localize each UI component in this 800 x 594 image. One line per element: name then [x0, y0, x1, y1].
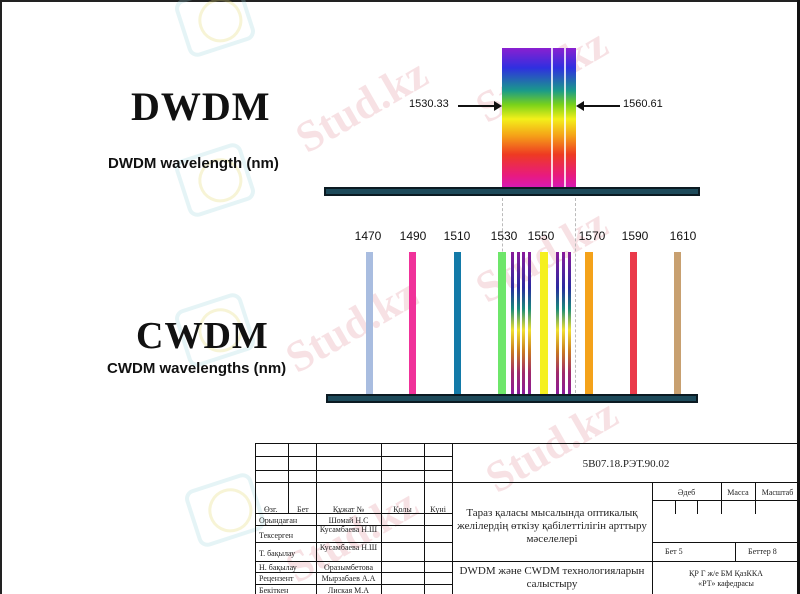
- odeb-label: Әдеб: [677, 488, 696, 497]
- col-kuni: Күні: [430, 505, 446, 514]
- row-role: Тексерген: [259, 531, 294, 540]
- cwdm-label-1510: 1510: [443, 229, 471, 243]
- cwdm-label-1530: 1530: [490, 229, 518, 243]
- row-name: Шомай Н.С: [328, 516, 369, 525]
- col-ozg: Өзг.: [264, 505, 278, 514]
- cwdm-title: CWDM: [136, 315, 269, 357]
- cwdm-label-1470: 1470: [354, 229, 382, 243]
- row-name: Мырзабаев А.А: [321, 574, 376, 583]
- dwdm-spectrum-band: [502, 48, 576, 190]
- cwdm-channel-1590: [630, 252, 637, 394]
- org-line-2: «РТ» кафедрасы: [698, 579, 754, 588]
- massa-label: Масса: [727, 488, 749, 497]
- dwdm-subchannel: [522, 252, 525, 394]
- cwdm-label-1550: 1550: [527, 229, 555, 243]
- cwdm-channel-1550: [540, 252, 548, 394]
- dwdm-subchannel: [528, 252, 531, 394]
- cwdm-channel-1490: [409, 252, 416, 394]
- dwdm-subchannel: [556, 252, 559, 394]
- row-role: Бекіткен: [259, 586, 289, 594]
- cwdm-subtitle: CWDM wavelengths (nm): [107, 360, 287, 377]
- col-bet: Бет: [297, 505, 309, 514]
- cwdm-label-1490: 1490: [399, 229, 427, 243]
- cwdm-label-1610: 1610: [669, 229, 697, 243]
- cwdm-channel-1470: [366, 252, 373, 394]
- project-title: Тараз қаласы мысалында оптикалық желілер…: [457, 507, 647, 545]
- row-name: Лиская М.А: [327, 586, 370, 594]
- cwdm-label-1590: 1590: [621, 229, 649, 243]
- cwdm-channel-1510: [454, 252, 461, 394]
- row-name: Оразымбетова: [323, 563, 374, 572]
- dwdm-title: DWDM: [131, 84, 271, 129]
- col-kolu: Қолы: [393, 505, 412, 514]
- dwdm-fiber-bar: [324, 187, 700, 196]
- cwdm-fiber-bar: [326, 394, 698, 403]
- row-name: Кусамбаева Н.Ш: [319, 543, 378, 552]
- bet-number: Бет 5: [665, 547, 683, 556]
- cwdm-channel-1570: [585, 252, 593, 394]
- dwdm-band-divider: [564, 48, 566, 190]
- row-role: Рецензент: [259, 574, 294, 583]
- cwdm-label-1570: 1570: [578, 229, 606, 243]
- dwdm-subchannel: [517, 252, 520, 394]
- masshtab-label: Масштаб: [761, 488, 794, 497]
- row-role: Н. бақылау: [259, 563, 297, 572]
- dwdm-guide-line: [575, 198, 576, 398]
- org-line-1: ҚР Г ж/е БМ ҚазККА: [689, 569, 763, 578]
- dwdm-range-start-label: 1530.33: [409, 98, 449, 110]
- cwdm-channel-1610: [674, 252, 681, 394]
- cwdm-channel-1530: [498, 252, 506, 394]
- dwdm-subchannel: [568, 252, 571, 394]
- arrow-left-icon: [576, 101, 620, 111]
- doc-code: 5B07.18.РЭТ.90.02: [582, 458, 670, 470]
- row-name: Кусамбаева Н.Ш: [319, 525, 378, 534]
- dwdm-band-divider: [551, 48, 553, 190]
- row-role: Орындаған: [259, 516, 298, 525]
- dwdm-subchannel: [562, 252, 565, 394]
- better-count: Беттер 8: [748, 547, 777, 556]
- col-kuzhat: Құжат №: [332, 505, 365, 514]
- sheet-title: DWDM және CWDM технологияларын салыстыру: [459, 565, 645, 590]
- row-role: Т. бақылау: [259, 549, 296, 558]
- page-frame-right: [797, 0, 800, 594]
- arrow-right-icon: [458, 101, 502, 111]
- dwdm-range-end-label: 1560.61: [623, 98, 663, 110]
- dwdm-subchannel: [511, 252, 514, 394]
- dwdm-subtitle: DWDM wavelength (nm): [108, 155, 279, 172]
